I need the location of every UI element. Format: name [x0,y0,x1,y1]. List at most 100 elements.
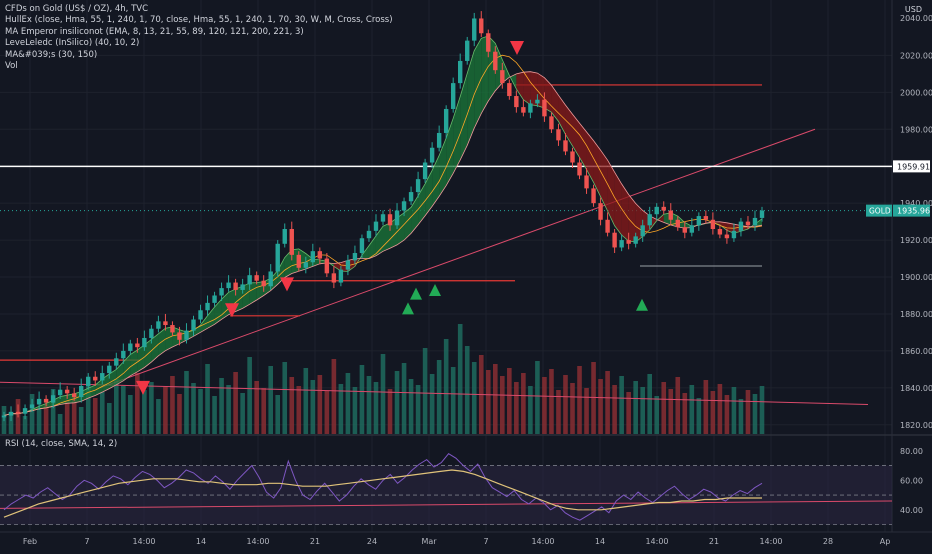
volume-bar [598,379,603,434]
volume-bar [282,362,288,434]
candle-body [282,229,287,244]
candle-body [345,260,351,270]
candle-body [261,280,266,287]
price-tick-label: 1900.00 [900,273,932,282]
volume-bar [450,367,456,434]
time-tick-label: 14:00 [132,537,155,546]
volume-bar [612,385,617,434]
volume-bar [675,377,681,434]
candle-body [731,230,737,239]
candle-body [710,219,716,230]
candle-body [219,288,224,296]
time-tick-label: 14:00 [531,537,554,546]
candle-body [107,365,112,374]
rsi-legend[interactable]: RSI (14, close, SMA, 14, 2) [5,439,118,449]
indicator-hullex[interactable]: HullEx (close, Hma, 55, 1, 240, 1, 70, c… [5,15,393,26]
volume-bar [507,368,512,434]
time-tick-label: 21 [310,537,320,546]
candle-body [50,395,56,403]
candle-body [556,129,561,141]
candle-body [352,253,358,261]
candle-body [170,325,175,333]
volume-bar [64,401,70,434]
volume-bar [556,390,561,434]
candle-body [212,295,217,303]
candle-body [1,415,7,418]
volume-bar [8,412,14,434]
volume-bar [233,372,238,434]
candle-body [738,221,744,231]
volume-bar [696,398,702,434]
rsi-ma-line [3,469,762,518]
volume-bar [619,376,624,434]
volume-bar [296,386,302,434]
candle-body [654,206,659,215]
volume-bar [647,374,653,434]
volume-bar [247,357,252,434]
candle-body [584,175,589,189]
volume-bar [731,387,737,434]
volume-bar [22,416,28,434]
symbol-tag [866,204,892,217]
candles [1,11,765,422]
volume-bar [759,386,765,434]
volume-bar [457,324,463,434]
volume-bar [142,390,147,434]
candle-body [359,238,365,254]
candle-body [563,140,568,152]
candle-body [177,332,182,340]
signals [136,41,648,395]
time-tick-label: 14:00 [246,537,269,546]
candle-body [373,221,379,231]
candle-body [668,210,673,220]
indicator-mas[interactable]: MA&#039;s (30, 150) [5,49,98,60]
ribbon-segment [551,85,559,122]
volume-bar [205,364,210,434]
volume-bar [661,382,667,434]
volume-bar [710,391,716,434]
candle-body [408,192,414,202]
volume-bar [724,395,730,434]
symbol-title[interactable]: CFDs on Gold (US$ / OZ), 4h, TVC [5,4,149,14]
ribbon-segment [361,245,369,259]
ribbon-segment [530,71,538,106]
volume-bar [261,388,266,434]
buy-signal-triangle [429,283,441,296]
rsi-trendline [0,500,893,509]
time-tick-label: 7 [84,537,89,546]
symbol-tag-text: GOLD [869,207,891,216]
indicator-levels[interactable]: LeveLeledc (InSilico) (40, 10, 2) [5,38,140,49]
candle-body [640,225,645,237]
volume-bar [275,395,281,434]
volume-bar [128,395,133,434]
indicator-ma-emperor[interactable]: MA Emperor insiliconot (EMA, 8, 13, 21, … [5,26,304,37]
candle-body [191,319,196,331]
candle-body [500,70,505,84]
candle-body [633,236,638,244]
volume-bar [514,382,519,434]
volume-bar [563,375,568,434]
volume-bar [528,386,533,434]
chart-legend: CFDs on Gold (US$ / OZ), 4h, TVC HullEx … [5,4,393,72]
time-tick-label: 14 [595,537,605,546]
volume-bar [71,396,77,434]
volume-bar [401,363,407,434]
ribbon-segment [628,194,636,242]
trendline-upper [99,128,816,389]
candle-body [43,398,49,403]
candle-body [149,328,154,338]
volume-bar [317,375,323,434]
candle-body [591,188,596,204]
candle-body [598,203,603,220]
volume-bar [682,393,688,434]
volume-bar [113,379,119,434]
ma-line [3,54,763,416]
time-tick-label: 7 [483,537,488,546]
indicator-volume[interactable]: Vol [5,61,18,72]
ribbon-segment [390,217,398,249]
candle-body [703,216,709,220]
candle-body [472,18,477,41]
candle-body [465,40,470,61]
